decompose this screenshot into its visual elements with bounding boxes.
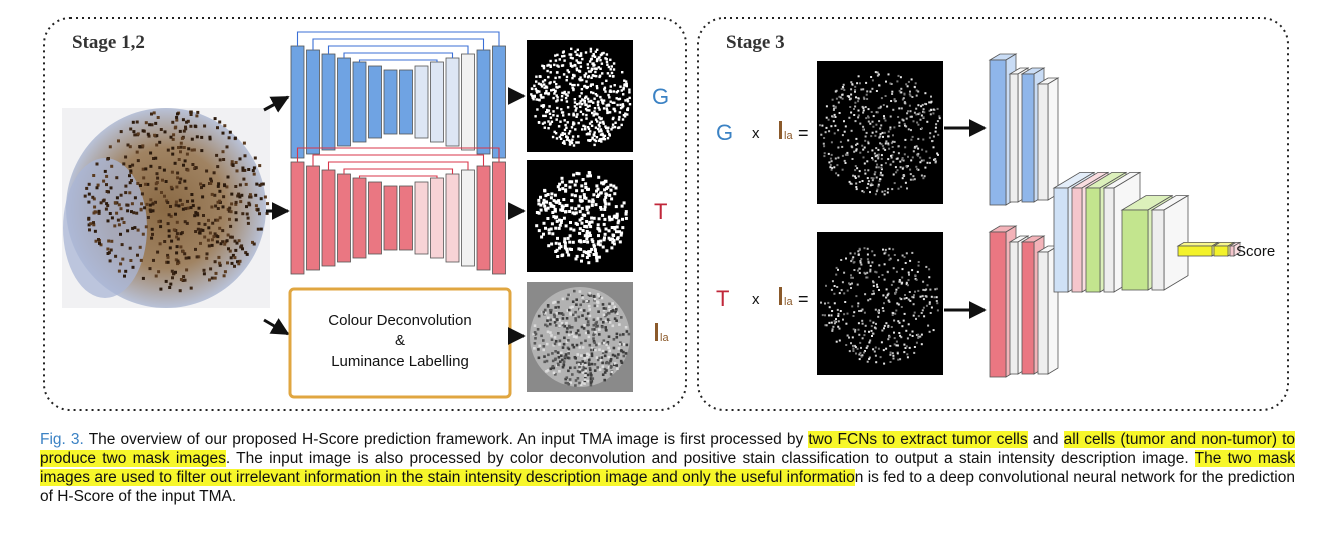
fcn-t-network [290,147,506,275]
deconv-line3: Luminance Labelling [331,353,469,370]
masked-g-image [817,61,943,204]
cnn-network [988,53,1242,378]
caption-text-3: . The input image is also processed by c… [225,450,1195,467]
caption-text-4: n is fed to a deep convolutional neural … [40,469,1295,505]
svg-text:la: la [660,332,669,344]
deconv-line2: & [395,332,405,349]
arrow-to-deconv [263,318,290,336]
label-ila-g: la [779,121,793,142]
mask-t-image [527,160,633,272]
ila-image [527,282,633,392]
stage12-title: Stage 1,2 [72,32,145,53]
fcn-g-network [290,31,506,159]
equals-t: = [798,289,809,309]
caption-highlight-1: two FCNs to extract tumor cells [808,431,1028,448]
caption-figref: Fig. 3. [40,431,84,448]
stage3-title: Stage 3 [726,32,785,53]
equals-g: = [798,123,809,143]
mask-g-image [527,40,633,152]
label-t-stage3: T [716,286,729,311]
input-tma-image [62,108,270,308]
caption-text-1: The overview of our proposed H-Score pre… [83,431,809,448]
figure-diagram: Stage 1,2 Stage 3 Colour Deconvolution &… [43,17,1289,411]
svg-text:la: la [784,130,793,142]
svg-text:la: la [784,296,793,308]
label-ila-stage12: la [655,323,669,344]
times-t: x [752,291,760,308]
figure-caption: Fig. 3. The overview of our proposed H-S… [40,430,1296,506]
arrow-to-fcn-g [263,95,290,113]
score-label: Score [1236,243,1275,260]
label-g-stage3: G [716,120,733,145]
label-t-stage12: T [654,199,667,224]
deconv-line1: Colour Deconvolution [328,312,471,329]
caption-text-2: and [1027,431,1064,448]
label-ila-t: la [779,287,793,308]
times-g: x [752,125,760,142]
label-g-stage12: G [652,84,669,109]
stage12-panel [43,17,687,411]
masked-t-image [817,232,943,375]
